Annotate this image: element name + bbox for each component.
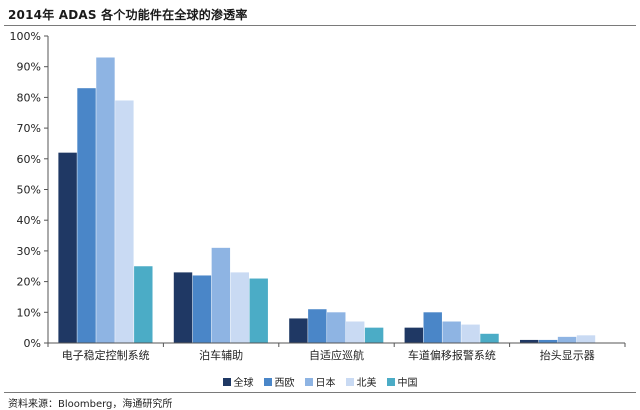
bar <box>480 333 499 343</box>
bar <box>115 100 134 343</box>
x-tick-label: 泊车辅助 <box>199 348 243 362</box>
bars <box>58 57 596 344</box>
y-tick-label: 60% <box>17 153 41 166</box>
y-tick-label: 30% <box>17 245 41 258</box>
y-tick-label: 20% <box>17 276 41 289</box>
bar-chart: 0% 10% 20% 30% 40% 50% 60% 70% 80% 90% 100% 电子稳定控制… <box>10 30 626 362</box>
legend-swatch <box>222 377 231 386</box>
bar <box>461 324 480 343</box>
bar <box>134 266 153 343</box>
chart-title: 2014年 ADAS 各个功能件在全球的渗透率 <box>8 8 248 22</box>
legend-item: 中国 <box>386 374 418 389</box>
bar <box>192 275 212 343</box>
bar <box>211 247 231 343</box>
bar <box>249 278 268 343</box>
bar <box>230 272 249 343</box>
y-axis: 0% 10% 20% 30% 40% 50% 60% 70% 80% 90% 100% <box>10 30 49 350</box>
y-tick-label: 40% <box>17 214 41 227</box>
legend-item: 全球 <box>222 374 254 389</box>
legend-swatch <box>263 377 272 386</box>
bar <box>364 327 384 343</box>
x-tick-label: 抬头显示器 <box>540 348 595 362</box>
y-tick-label: 0% <box>24 337 41 350</box>
y-tick-label: 50% <box>17 184 41 197</box>
bar <box>345 321 365 343</box>
bar <box>576 335 596 343</box>
legend-label: 日本 <box>315 378 336 389</box>
legend-item: 日本 <box>304 374 336 389</box>
bar <box>538 339 558 343</box>
bar <box>96 57 115 344</box>
legend-item: 西欧 <box>263 374 295 389</box>
x-tick-label: 车道偏移报警系统 <box>408 348 496 362</box>
bar <box>327 312 346 343</box>
title-divider <box>4 25 636 26</box>
legend-label: 北美 <box>356 378 377 389</box>
y-tick-label: 100% <box>10 30 41 43</box>
bar <box>423 312 442 343</box>
bar <box>404 327 424 343</box>
x-axis: 电子稳定控制系统 泊车辅助 自适应巡航 车道偏移报警系统 抬头显示器 <box>47 342 626 362</box>
legend-swatch <box>304 377 313 386</box>
y-tick-label: 10% <box>17 306 41 319</box>
legend-swatch <box>386 377 395 386</box>
y-tick-label: 80% <box>17 91 41 104</box>
legend-swatch <box>345 377 354 386</box>
bar <box>442 321 461 343</box>
x-tick-label: 自适应巡航 <box>309 348 364 362</box>
legend: 全球 西欧 日本 北美 中国 <box>0 374 640 389</box>
bar <box>557 336 577 343</box>
y-tick-label: 70% <box>17 122 41 135</box>
bar <box>77 88 96 343</box>
bar <box>289 318 308 343</box>
y-tick-label: 90% <box>17 61 41 74</box>
legend-label: 中国 <box>397 378 418 389</box>
legend-item: 北美 <box>345 374 377 389</box>
bar <box>308 309 327 343</box>
bar <box>519 339 539 343</box>
bar <box>173 272 193 343</box>
legend-label: 全球 <box>233 378 254 389</box>
bar <box>58 152 77 343</box>
legend-label: 西欧 <box>274 378 295 389</box>
source-note: 资料来源：Bloomberg，海通研究所 <box>8 399 173 410</box>
x-tick-label: 电子稳定控制系统 <box>62 348 150 362</box>
source-divider <box>4 392 636 393</box>
